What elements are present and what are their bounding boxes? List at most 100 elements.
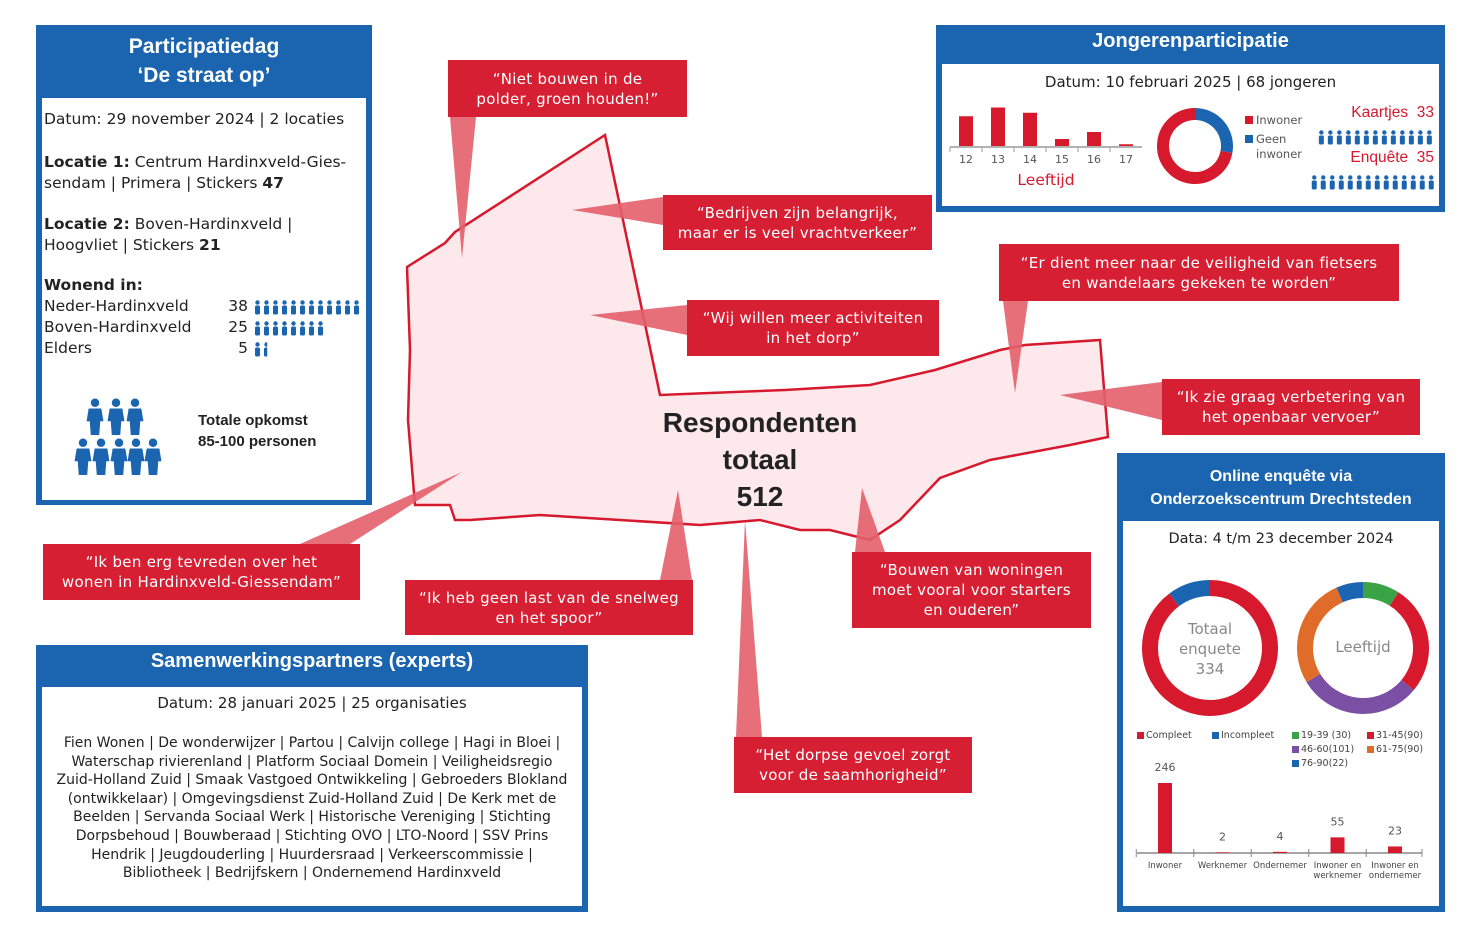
text-line: (ontwikkelaar) | Omgevingsdienst Zuid-Ho…	[67, 790, 557, 807]
quote-line: “Er dient meer naar de veiligheid van fi…	[1020, 253, 1378, 272]
text-line: Participatiedag	[128, 35, 280, 58]
quote-line: “Het dorpse gevoel zorgt	[755, 746, 951, 764]
text-line: Zuid-Holland Zuid | Smaak Vastgoed Ontwi…	[56, 772, 568, 789]
x-tick-label: Inwoner en werknemer	[1313, 861, 1362, 881]
label: Kaartjes	[1351, 104, 1409, 121]
text-line: ‘De straat op’	[137, 64, 271, 87]
quote: “Bedrijven zijn belangrijk, maar er is ve…	[663, 195, 932, 250]
quote: “Ik heb geen last van de snelweg en het s…	[405, 580, 693, 635]
locatie-1: Locatie 1: Centrum Hardinxveld-Gies- sen…	[44, 152, 346, 194]
stickers: 47	[262, 174, 284, 192]
quote-line: wonen in Hardinxveld-Giessendam”	[61, 573, 342, 591]
locatie-text: Centrum Hardinxveld-Gies-	[134, 153, 347, 171]
label: Enquête	[1350, 149, 1409, 166]
datum: Data: 4 t/m 23 december 2024	[1168, 531, 1394, 547]
quote: “Bouwen van woningen moet vooral voor sta…	[852, 552, 1091, 628]
quote-line: moet vooral voor starters	[871, 581, 1071, 599]
locatie-text: sendam | Primera | Stickers	[44, 174, 258, 192]
legend-label: Incompleet	[1221, 730, 1275, 741]
row-value: 38	[228, 297, 248, 315]
text-line: 85-100 personen	[198, 433, 317, 450]
donut-center: Leeftijd	[1335, 638, 1391, 656]
legend-label: 19-39 (30)	[1301, 730, 1352, 741]
stickers: 21	[199, 236, 221, 254]
text-line: Bibliotheek | Bedrijfskern | Ondernemend…	[122, 865, 502, 882]
row-value: 5	[238, 339, 248, 357]
row-value: 25	[228, 318, 248, 336]
locatie-text: Hoogvliet | Stickers	[44, 236, 195, 254]
quote-line: en ouderen”	[923, 601, 1020, 619]
center-line: Totaal	[1187, 620, 1233, 638]
quote-line: “Niet bouwen in de	[492, 69, 643, 88]
locatie-label: Locatie 1:	[44, 153, 130, 171]
legend-label: 61-75(90)	[1376, 744, 1424, 755]
legend-label: 46-60(101)	[1301, 744, 1355, 755]
quote: “Het dorpse gevoel zorgt voor de saamhori…	[734, 737, 972, 793]
text-line: Waterschap rivierenland | Platform Socia…	[71, 753, 553, 770]
text-line: Dorpsbehoud | Bouwberaad | Stichting OVO…	[75, 827, 549, 844]
quote-line: polder, groen houden!”	[476, 89, 659, 108]
quote: “Niet bouwen in de polder, groen houden!”	[448, 60, 687, 117]
quote-line: in het dorp”	[766, 329, 860, 347]
text-line: totaal	[722, 444, 798, 475]
quote-line: en het spoor”	[495, 608, 603, 627]
quote-line: “Ik zie graag verbetering van	[1176, 388, 1406, 406]
row-name: Boven-Hardinxveld	[44, 318, 192, 336]
quote-line: en wandelaars gekeken te worden”	[1061, 273, 1337, 292]
enquete: Enquête 35	[1310, 149, 1434, 167]
legend-label: Inwoner	[1256, 113, 1303, 127]
locatie-label: Locatie 2:	[44, 215, 130, 233]
respondenten-label: Respondenten totaal	[610, 404, 910, 478]
center-line: enquete	[1178, 640, 1242, 658]
samenwerking-body	[42, 687, 582, 906]
x-tick-label: Ondernemer	[1253, 861, 1307, 871]
panel-title: Participatiedag ‘De straat op’	[36, 32, 372, 90]
quote-line: “Wij willen meer activiteiten	[702, 309, 924, 327]
x-axis-label: Leeftijd	[1017, 171, 1075, 189]
text-line: Hendrik | Jeugdouderling | Huurdersraad …	[91, 846, 533, 863]
kaartjes: Kaartjes 33	[1310, 104, 1434, 122]
datum: Datum: 29 november 2024 | 2 locaties	[44, 110, 345, 128]
quote-line: “Ik ben erg tevreden over het	[85, 553, 318, 571]
legend-label: 31-45(90)	[1376, 730, 1424, 741]
online-body	[1123, 521, 1439, 906]
text-line: Fien Wonen | De wonderwijzer | Partou | …	[63, 735, 561, 751]
datum: Datum: 28 januari 2025 | 25 organisaties	[157, 694, 467, 712]
text-line: Respondenten	[662, 407, 858, 438]
quote-pointer	[300, 472, 462, 544]
quote: “Wij willen meer activiteiten in het dorp…	[687, 300, 939, 356]
quote-pointer	[736, 520, 762, 737]
quote-pointer	[660, 490, 692, 580]
wonend-title: Wonend in:	[44, 276, 143, 294]
panel-title: Online enquête via Onderzoekscentrum Drec…	[1117, 465, 1445, 511]
x-tick-label: Inwoner	[1147, 861, 1183, 871]
text-line: Beelden | Servanda Sociaal Werk | Histor…	[73, 809, 551, 826]
quote-line: voor de saamhorigheid”	[759, 766, 947, 784]
quote: “Ik zie graag verbetering van het openbaa…	[1162, 379, 1420, 435]
panel-title: Jongerenparticipatie	[1092, 30, 1289, 52]
text-line: Onderzoekscentrum Drechtsteden	[1150, 491, 1412, 508]
locatie-text: Boven-Hardinxveld |	[134, 215, 293, 233]
quote-pointer	[590, 305, 687, 335]
center-line: 334	[1195, 660, 1225, 678]
quote-pointer	[1060, 382, 1162, 420]
quote: “Ik ben erg tevreden over het wonen in Ha…	[43, 544, 360, 600]
quote-pointer	[450, 117, 476, 258]
row-name: Neder-Hardinxveld	[44, 297, 189, 315]
x-tick-label: Werknemer	[1197, 861, 1248, 871]
value: 35	[1416, 149, 1434, 166]
locatie-2: Locatie 2: Boven-Hardinxveld | Hoogvliet…	[44, 214, 292, 256]
quote-line: “Bouwen van woningen	[879, 561, 1064, 579]
partners: Fien Wonen | De wonderwijzer | Partou | …	[42, 734, 582, 883]
quote: “Er dient meer naar de veiligheid van fi…	[999, 244, 1399, 301]
quote-pointer	[572, 197, 663, 225]
x-tick-label: Inwoner en ondernemer	[1368, 861, 1422, 881]
legend-label: 76-90(22)	[1301, 758, 1349, 769]
text-line: Totale opkomst	[198, 412, 308, 429]
donut-center: Totaal enquete 334	[1160, 619, 1260, 679]
text-line: Online enquête via	[1209, 468, 1353, 485]
quote-line: maar er is veel vrachtverkeer”	[677, 223, 918, 242]
quote-pointer	[1003, 301, 1028, 393]
